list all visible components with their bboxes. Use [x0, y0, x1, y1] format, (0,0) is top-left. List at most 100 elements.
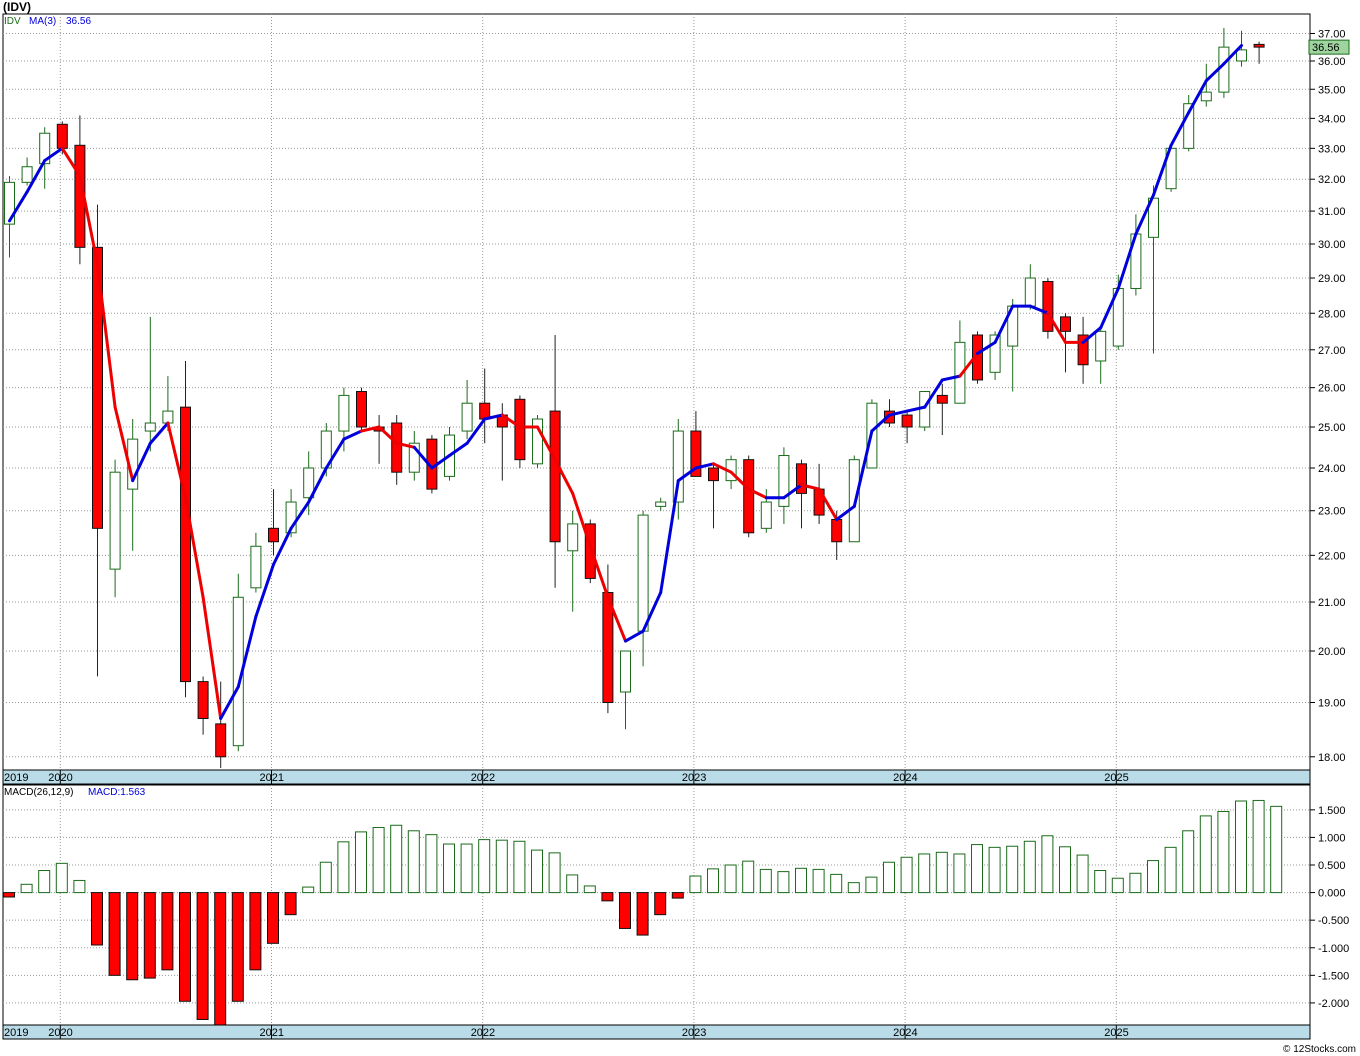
ma3-segment [236, 614, 258, 689]
candle-body [356, 391, 367, 428]
macd-gridlines [3, 809, 1310, 1004]
macd-bar [161, 892, 174, 971]
price-y-axis: 18.00 19.00 20.00 21.00 22.00 23.00 24.00 25.00… [1310, 28, 1346, 764]
macd-y-axis: -2.000 -1.500 -1.000 -0.500 0.000 0.500 1.000 1… [1310, 805, 1349, 1010]
candle [232, 573, 244, 752]
candle-body [796, 463, 807, 494]
ma3-segment [1204, 62, 1226, 83]
candle [1183, 95, 1195, 152]
candle [848, 455, 860, 543]
macd-bar [918, 853, 931, 894]
macd-bar [935, 851, 948, 894]
candle-body [215, 723, 227, 758]
macd-y-tick-label: -1.000 [1318, 943, 1349, 955]
macd-bar [1059, 846, 1071, 894]
candle-body [672, 430, 684, 503]
macd-bar [1217, 810, 1230, 894]
macd-bar [108, 892, 121, 976]
macd-bar [531, 849, 543, 894]
ma3-segment [1081, 326, 1103, 344]
candle [180, 360, 191, 698]
price-y-tick-label: 23.00 [1318, 506, 1346, 518]
candle-body [285, 501, 297, 534]
macd-bar [742, 860, 755, 894]
ma3-segment [377, 425, 399, 445]
macd-legend: MACD(26,12,9) MACD:1.563 [4, 787, 146, 798]
ma3-segment [500, 413, 522, 429]
macd-bar [443, 843, 455, 894]
candle-body [162, 410, 174, 424]
candle-body [620, 650, 631, 693]
candle [356, 387, 367, 432]
ma3-segment [131, 441, 152, 483]
ma3-segment [940, 374, 962, 382]
macd-bar [619, 892, 631, 929]
ma3-segment [360, 425, 381, 433]
candle-body [690, 430, 702, 477]
macd-bar [953, 853, 966, 894]
candle-body [1024, 277, 1036, 307]
ma3-segment [1169, 110, 1191, 147]
ma3-segment [113, 405, 135, 483]
ma3-segment [1222, 43, 1243, 66]
price-y-tick-label: 33.00 [1318, 143, 1346, 155]
macd-bar [1094, 870, 1107, 894]
macd-bar [284, 892, 297, 916]
ma3-segment [694, 462, 715, 470]
macd-bar [319, 861, 332, 894]
macd-bar [1076, 854, 1089, 894]
macd-bar [20, 883, 33, 894]
price-y-tick-label: 31.00 [1318, 206, 1346, 218]
price-y-tick-label: 22.00 [1318, 550, 1346, 562]
ma3-segment [60, 146, 82, 178]
ma3-segment [712, 462, 733, 474]
candle [954, 320, 966, 404]
candle-body [39, 132, 51, 165]
price-plot-frame [2, 13, 1311, 785]
candle-body [1183, 103, 1195, 149]
macd-bar [1023, 840, 1036, 894]
macd-bar [724, 864, 737, 894]
candle-body [532, 418, 543, 465]
macd-y-tick-label: -0.500 [1318, 915, 1349, 927]
candle [655, 497, 667, 511]
ma3-line-series [8, 43, 1243, 720]
candle [796, 459, 807, 529]
candle [602, 564, 614, 714]
macd-bar [38, 870, 51, 894]
candle [461, 379, 473, 440]
macd-bar [654, 892, 667, 916]
macd-bar [126, 892, 139, 981]
candle [1253, 41, 1265, 64]
macd-bar [900, 856, 913, 894]
macd-bar-series [3, 799, 1283, 1027]
ma3-segment [993, 304, 1015, 344]
candle-body [479, 402, 491, 420]
macd-bar [566, 874, 579, 894]
macd-bar [425, 834, 438, 894]
candle-body [901, 414, 913, 428]
candle-body [954, 341, 966, 404]
macd-bar [1129, 872, 1142, 894]
macd-bar [460, 843, 473, 894]
ma3-segment [905, 405, 927, 413]
ma3-segment [272, 526, 293, 567]
ma3-segment [289, 500, 311, 530]
price-y-tick-label: 34.00 [1318, 113, 1346, 125]
ma3-segment [43, 146, 64, 163]
ma3-segment [571, 491, 592, 548]
macd-bar [883, 861, 895, 894]
candle-body [1218, 46, 1230, 93]
candle-body [1042, 280, 1054, 332]
macd-bar [1041, 835, 1054, 894]
ma3-segment [817, 487, 839, 521]
macd-bar [583, 885, 596, 894]
macd-bar [267, 892, 279, 944]
candle-body [1200, 91, 1212, 102]
candle [39, 127, 51, 189]
candle-body [461, 402, 473, 432]
price-vertical-gridlines [59, 14, 1117, 770]
candle [4, 176, 15, 258]
ma3-segment [96, 262, 117, 409]
